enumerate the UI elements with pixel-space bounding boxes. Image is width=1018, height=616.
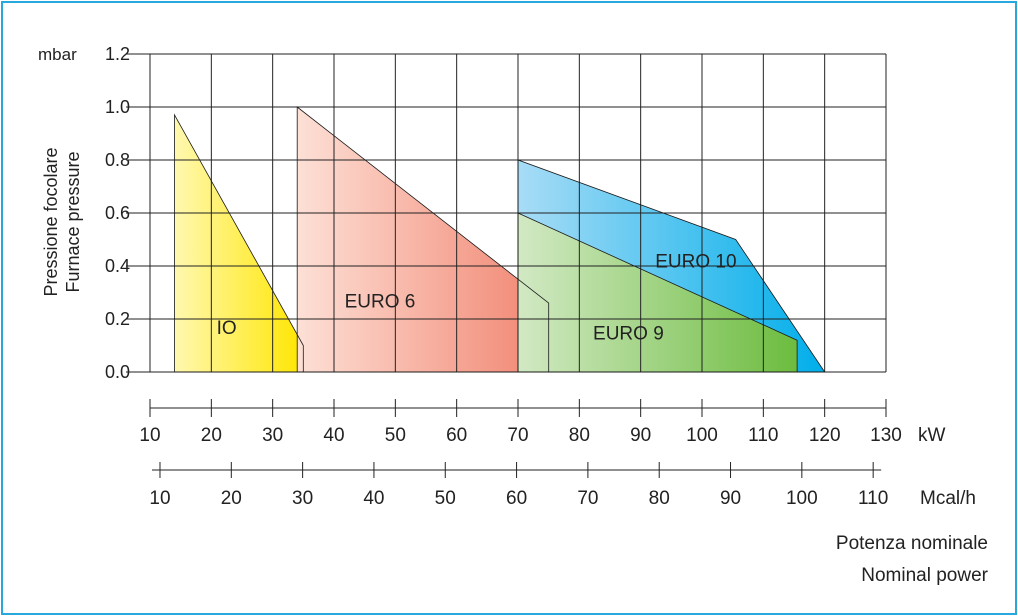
x-tick-label-mcal: 20 xyxy=(221,488,242,509)
x-tick-label-kw: 100 xyxy=(686,425,718,446)
x-tick-label-mcal: 50 xyxy=(435,488,456,509)
x-tick-label-kw: 30 xyxy=(262,425,283,446)
x-axis-kw: 10 20 30 40 50 60 70 80 90 100 110 120 130 xyxy=(139,399,902,446)
x-tick-label-kw: 10 xyxy=(139,425,160,446)
x-tick-label-mcal: 90 xyxy=(720,488,741,509)
x-tick-label-mcal: 10 xyxy=(149,488,170,509)
y-tick-label: 1.0 xyxy=(105,97,130,117)
chart-areas xyxy=(174,107,825,373)
x-axis-title-line1: Potenza nominale xyxy=(836,533,988,554)
x-axis-unit-mcal: Mcal/h xyxy=(920,488,976,509)
y-axis: 0.0 0.2 0.4 0.6 0.8 1.0 1.2 xyxy=(105,44,130,382)
x-tick-label-kw: 130 xyxy=(870,425,902,446)
x-tick-label-kw: 120 xyxy=(809,425,841,446)
y-tick-label: 0.8 xyxy=(105,150,130,170)
area-outline-euro-6 xyxy=(296,106,550,373)
y-axis-title-line1: Pressione focolare xyxy=(41,147,61,296)
x-axis-title-line2: Nominal power xyxy=(861,565,988,586)
x-tick-label-kw: 70 xyxy=(507,425,528,446)
area-label-euro-6: EURO 6 xyxy=(345,291,416,312)
y-unit-label: mbar xyxy=(38,45,77,64)
x-tick-label-kw: 50 xyxy=(385,425,406,446)
area-euro-9 xyxy=(518,213,798,372)
area-label-euro-9: EURO 9 xyxy=(593,323,664,344)
x-tick-label-mcal: 30 xyxy=(292,488,313,509)
x-tick-label-kw: 90 xyxy=(630,425,651,446)
y-tick-label: 0.6 xyxy=(105,203,130,223)
x-tick-label-kw: 60 xyxy=(446,425,467,446)
y-axis-title-line2: Furnace pressure xyxy=(63,151,83,292)
y-tick-label: 0.2 xyxy=(105,309,130,329)
x-tick-label-mcal: 70 xyxy=(577,488,598,509)
x-tick-label-mcal: 60 xyxy=(506,488,527,509)
area-label-io: IO xyxy=(217,318,237,339)
x-axis-unit-kw: kW xyxy=(918,425,946,446)
x-axis-mcal: 10 20 30 40 50 60 70 80 90 100 110 xyxy=(149,462,888,509)
x-tick-label-mcal: 40 xyxy=(363,488,384,509)
y-tick-label: 0.4 xyxy=(105,256,130,276)
y-tick-label: 1.2 xyxy=(105,44,130,64)
area-outline-euro-9 xyxy=(517,212,798,373)
x-tick-label-mcal: 110 xyxy=(858,488,888,509)
area-label-euro-10: EURO 10 xyxy=(655,252,736,273)
x-tick-label-mcal: 80 xyxy=(649,488,670,509)
area-outline-io xyxy=(174,113,304,373)
area-euro-6 xyxy=(297,107,549,372)
y-tick-label: 0.0 xyxy=(105,362,130,382)
x-tick-label-kw: 80 xyxy=(569,425,590,446)
x-tick-label-kw: 40 xyxy=(323,425,344,446)
x-tick-label-mcal: 100 xyxy=(786,488,818,509)
x-tick-label-kw: 110 xyxy=(748,425,778,446)
area-io xyxy=(174,114,304,373)
x-tick-label-kw: 20 xyxy=(201,425,222,446)
